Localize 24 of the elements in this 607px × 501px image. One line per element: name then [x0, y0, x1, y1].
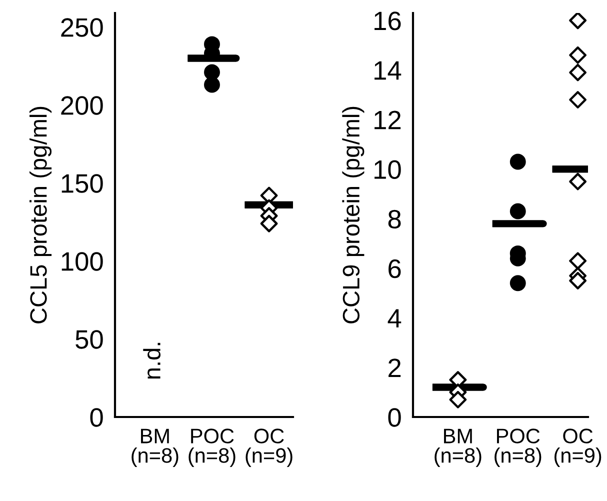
x-tick-label: OC (n=9): [246, 428, 292, 467]
y-tick-label: 4: [388, 309, 402, 328]
y-tick-label: 50: [76, 330, 103, 349]
x-tick-label: POC (n=8): [494, 428, 542, 467]
y-tick-label: 6: [388, 259, 401, 278]
x-tick-label: BM (n=8): [434, 428, 482, 467]
annotation: n.d.: [143, 342, 160, 379]
y-tick-label: 16: [374, 12, 401, 30]
x-tick-label: OC (n=9): [554, 428, 602, 467]
y-axis-title: CCL9 protein (pg/ml): [342, 106, 364, 324]
y-axis-title: CCL5 protein (pg/ml): [30, 106, 52, 324]
y-tick-label: 100: [62, 252, 103, 271]
y-tick-label: 14: [374, 61, 402, 80]
y-tick-label: 200: [61, 96, 103, 115]
x-tick-label: POC (n=8): [188, 428, 236, 467]
y-tick-label: 10: [374, 160, 401, 179]
x-tick-label: BM (n=8): [132, 428, 178, 467]
y-tick-label: 8: [388, 210, 401, 229]
y-tick-label: 250: [61, 18, 103, 37]
y-tick-label: 2: [388, 358, 401, 377]
y-tick-label: 0: [388, 408, 401, 427]
y-tick-label: 0: [90, 408, 103, 427]
y-tick-label: 150: [62, 174, 103, 193]
y-tick-label: 12: [374, 110, 401, 130]
